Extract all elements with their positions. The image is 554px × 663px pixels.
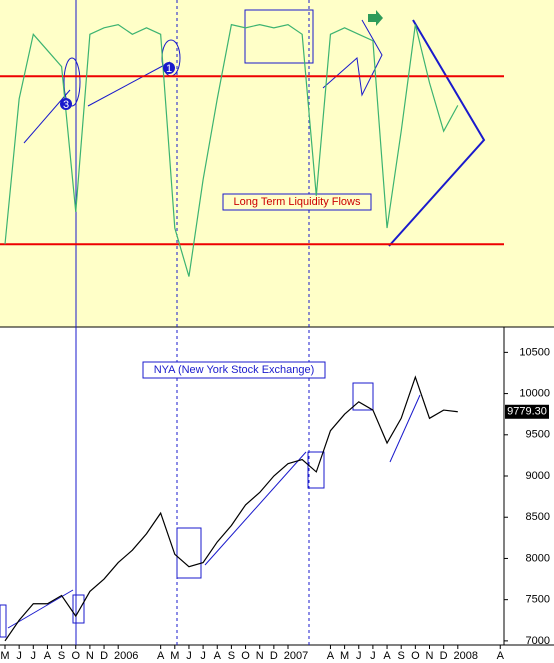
x-tick-label: O [241,650,250,662]
top-panel-bg [0,0,554,327]
chart-title: NYA (New York Stock Exchange) [154,364,315,376]
data-line [4,23,459,277]
x-tick-label: M [170,650,179,662]
x-tick-label: D [440,650,448,662]
x-tick-label: J [356,650,362,662]
x-tick-label: A [497,650,505,662]
last-value-box [505,404,549,419]
last-value-label: 9779.30 [507,406,547,418]
annotation-marker [60,98,72,110]
y-tick-label: 7000 [526,635,550,647]
x-tick-label: N [256,650,264,662]
x-tick-label: 2006 [114,650,138,662]
x-tick-label: J [186,650,192,662]
x-tick-label: S [58,650,65,662]
x-tick-label: A [44,650,52,662]
y-tick-label: 8500 [526,511,550,523]
x-tick-label: O [71,650,80,662]
x-tick-label: J [370,650,376,662]
data-line [4,375,458,642]
drawn-annotations [0,9,486,638]
title-box [222,193,372,211]
x-tick-label: M [340,650,349,662]
x-tick-label: S [398,650,405,662]
x-tick-label: D [100,650,108,662]
y-tick-label: 7500 [526,594,550,606]
x-tick-label: A [214,650,222,662]
x-tick-label: O [411,650,420,662]
y-tick-label: 9500 [526,429,550,441]
x-tick-label: A [157,650,165,662]
bottom-panel-bg [0,327,554,663]
x-tick-label: 2008 [454,650,478,662]
y-tick-label: 10000 [519,387,550,399]
x-tick-label: N [426,650,434,662]
x-tick-label: N [86,650,94,662]
annotation-label: 3 [63,99,69,111]
title-box [142,361,326,379]
x-tick-label: J [200,650,206,662]
arrow-icon [368,10,383,26]
annotation-marker [163,62,175,74]
x-tick-label: J [16,650,22,662]
chart-title: Long Term Liquidity Flows [234,196,361,208]
y-tick-label: 9000 [526,470,550,482]
x-tick-label: D [270,650,278,662]
x-tick-label: J [31,650,37,662]
x-tick-label: A [327,650,335,662]
x-tick-label: A [383,650,391,662]
x-tick-label: M [0,650,9,662]
y-tick-label: 10500 [519,346,550,358]
x-tick-label: S [228,650,235,662]
y-tick-label: 8000 [526,552,550,564]
x-tick-label: 2007 [284,650,308,662]
annotation-label: 1 [166,63,172,75]
